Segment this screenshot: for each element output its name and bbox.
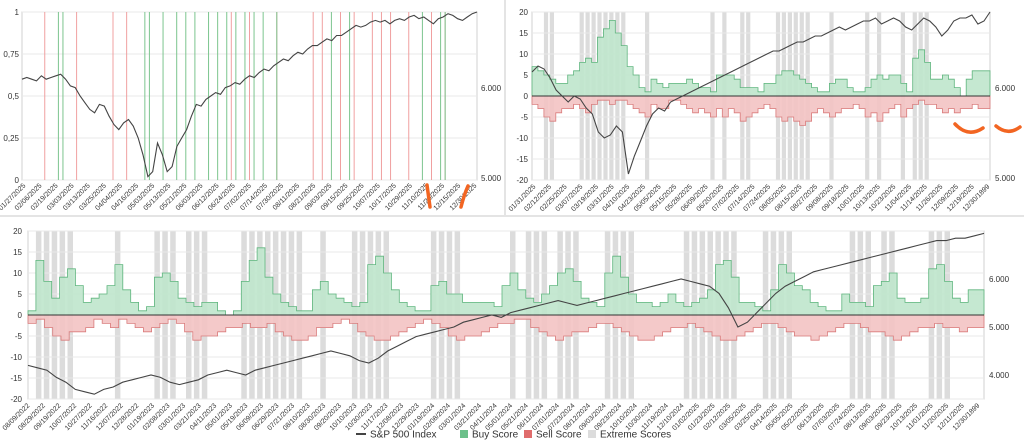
y-tick-label: -5 [15,332,23,341]
y-tick-label: 0,75 [3,50,19,59]
y-tick-label: 10 [519,50,528,59]
legend-item-sp500[interactable]: S&P 500 Index [356,430,437,441]
buy-score-area [531,20,991,97]
y-tick-label: 5 [18,290,23,299]
y-tick-label: -15 [516,155,528,164]
annotation-mark [459,184,470,209]
y-tick-label: 20 [519,8,528,17]
legend-label: Extreme Scores [600,430,671,441]
right-axis-tick-label: 4.000 [989,371,1010,380]
legend-label: Buy Score [472,430,519,441]
legend-label: S&P 500 Index [370,430,437,441]
y-tick-label: -15 [10,374,22,383]
annotation-orange-marks [953,122,1022,134]
y-tick-label: -10 [516,134,528,143]
box-swatch [524,430,532,438]
y-tick-label: 20 [13,227,22,236]
sell-score-area [531,95,991,126]
right-axis-tick-label: 6.000 [989,275,1010,284]
y-tick-label: -10 [10,353,22,362]
annotation-mark [425,183,432,209]
annotation-orange-marks [425,183,470,209]
y-tick-label: -20 [516,176,528,185]
legend-item-sell[interactable]: Sell Score [524,430,582,441]
y-tick-label: 15 [13,248,22,257]
right-axis-tick-label: 6.000 [481,84,502,93]
legend-item-buy[interactable]: Buy Score [460,430,519,441]
buy-score-area [27,247,985,316]
y-tick-label: -20 [10,395,22,404]
right-axis-tick-label: 6.000 [995,84,1016,93]
box-swatch [460,430,468,438]
sell-score-area [27,314,985,341]
y-tick-label: 0 [18,311,23,320]
y-tick-label: 10 [13,269,22,278]
legend-label: Sell Score [536,430,582,441]
box-swatch [588,430,596,438]
y-tick-label: 5 [524,71,529,80]
y-tick-label: 15 [519,29,528,38]
y-tick-label: 0,25 [3,134,19,143]
right-axis-tick-label: 5.000 [989,323,1010,332]
y-tick-label: 0 [15,176,20,185]
legend-item-extreme[interactable]: Extreme Scores [588,430,671,441]
y-tick-label: 0 [524,92,529,101]
y-tick-label: -5 [521,113,529,122]
legend: S&P 500 Index Buy Score Sell Score Extre… [356,430,671,441]
right-axis-tick-label: 5.000 [995,174,1016,183]
annotation-mark [994,124,1022,133]
sp500-line [27,232,985,395]
sp500-line [531,11,991,175]
y-tick-label: 1 [15,8,20,17]
right-axis-tick-label: 5.000 [481,174,502,183]
annotation-mark [953,122,985,134]
y-tick-label: 0,5 [8,92,20,101]
sp500-line [21,11,478,178]
